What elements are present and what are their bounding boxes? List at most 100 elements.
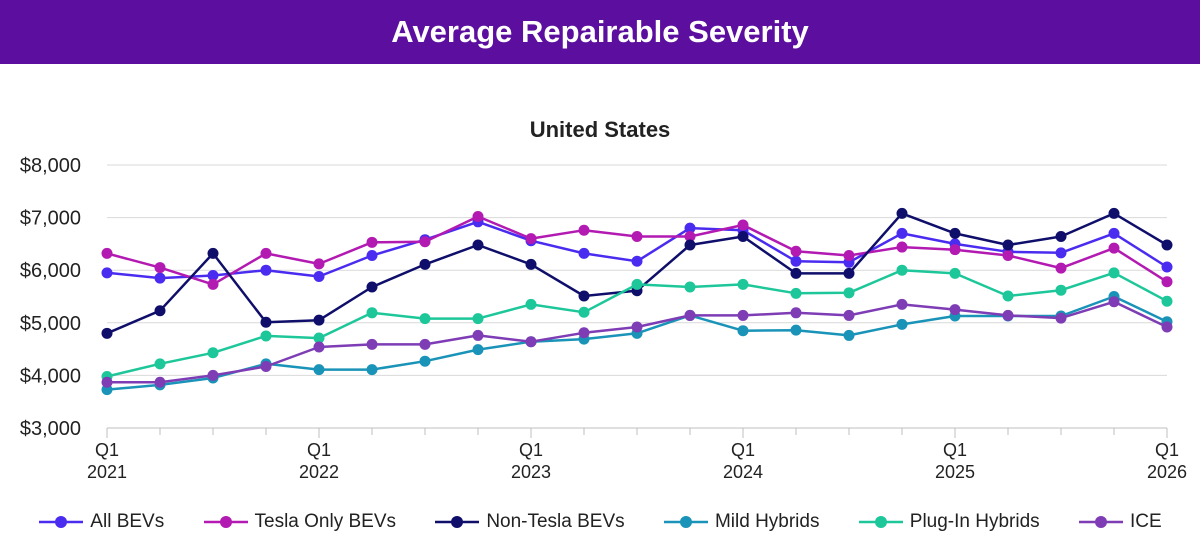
banner-title: Average Repairable Severity [391,14,809,49]
legend-swatch [435,516,480,528]
legend-label: Mild Hybrids [714,511,820,532]
data-point-mild-hybrids [790,324,802,336]
data-point-ice [154,376,166,388]
data-point-tesla-only-bevs [1161,276,1173,288]
legend-label: Plug-In Hybrids [909,511,1040,532]
data-point-mild-hybrids [313,364,325,376]
data-point-tesla-only-bevs [790,245,802,257]
data-point-all-bevs [896,227,908,239]
legend-swatch [858,516,903,528]
y-axis: $3,000 $4,000 $5,000 $6,000 $7,000 $8,000 [20,155,81,440]
data-point-tesla-only-bevs [578,224,590,236]
data-point-mild-hybrids [366,364,378,376]
data-point-ice [313,341,325,353]
data-point-tesla-only-bevs [207,278,219,290]
x-tick-label-quarter: Q1 [731,440,755,460]
legend-item-all-bevs: All BEVs [38,511,164,533]
data-point-plug-in-hybrids [1161,295,1173,307]
data-point-tesla-only-bevs [154,262,166,274]
data-point-mild-hybrids [472,344,484,356]
data-point-ice [843,309,855,321]
x-tick-label-year: 2021 [87,462,127,482]
data-point-tesla-only-bevs [737,219,749,231]
data-point-mild-hybrids [896,318,908,330]
data-point-non-tesla-bevs [366,281,378,293]
x-tick-label-quarter: Q1 [1155,440,1179,460]
data-point-tesla-only-bevs [101,247,113,259]
chart-title: United States [530,117,671,142]
data-point-all-bevs [684,222,696,234]
data-point-non-tesla-bevs [207,247,219,259]
title-banner: Average Repairable Severity [0,0,1200,64]
data-point-ice [419,338,431,350]
data-point-ice [1055,312,1067,324]
series-plug-in-hybrids [101,264,1173,382]
series-mild-hybrids [101,291,1173,396]
data-point-plug-in-hybrids [1002,290,1014,302]
data-point-plug-in-hybrids [896,264,908,276]
data-point-ice [949,304,961,316]
data-point-non-tesla-bevs [949,227,961,239]
data-point-plug-in-hybrids [313,332,325,344]
data-point-ice [896,298,908,310]
x-tick-label-year: 2024 [723,462,763,482]
data-point-all-bevs [578,247,590,259]
data-point-all-bevs [313,271,325,283]
data-point-ice [684,309,696,321]
legend-item-ice: ICE [1078,511,1162,533]
data-point-tesla-only-bevs [419,236,431,248]
data-point-all-bevs [790,255,802,267]
data-point-tesla-only-bevs [525,233,537,245]
data-point-plug-in-hybrids [790,287,802,299]
y-tick-label: $6,000 [20,260,81,282]
y-tick-label: $5,000 [20,313,81,335]
data-point-tesla-only-bevs [631,231,643,243]
legend: All BEVs Tesla Only BEVs Non-Tesla BEVs Mil… [0,507,1200,537]
data-point-non-tesla-bevs [790,267,802,279]
data-point-tesla-only-bevs [472,211,484,223]
series-tesla-only-bevs [101,211,1173,290]
data-point-tesla-only-bevs [366,236,378,248]
data-point-ice [207,369,219,381]
data-point-ice [525,336,537,348]
data-point-ice [1108,296,1120,308]
legend-label: Non-Tesla BEVs [486,511,625,532]
data-point-ice [790,307,802,319]
y-tick-label: $4,000 [20,365,81,387]
data-point-plug-in-hybrids [260,330,272,342]
data-point-non-tesla-bevs [313,314,325,326]
x-tick-label-quarter: Q1 [519,440,543,460]
data-point-mild-hybrids [843,329,855,341]
data-point-plug-in-hybrids [207,347,219,359]
data-point-plug-in-hybrids [1108,267,1120,279]
series-layer [101,207,1173,396]
data-point-plug-in-hybrids [366,307,378,319]
data-point-plug-in-hybrids [419,313,431,325]
data-point-ice [101,376,113,388]
line-chart: United States $3,000 $4,000 $5,000 $6,000 $7… [20,117,1187,482]
legend-item-non-tesla-bevs: Non-Tesla BEVs [434,511,625,533]
data-point-all-bevs [366,249,378,261]
x-tick-label-year: 2022 [299,462,339,482]
data-point-non-tesla-bevs [1002,239,1014,251]
data-point-all-bevs [154,272,166,284]
data-point-non-tesla-bevs [896,207,908,219]
series-ice [101,296,1173,388]
data-point-non-tesla-bevs [1108,207,1120,219]
data-point-tesla-only-bevs [843,249,855,261]
data-point-non-tesla-bevs [260,316,272,328]
data-point-non-tesla-bevs [419,258,431,270]
data-point-tesla-only-bevs [260,247,272,259]
legend-item-tesla-only-bevs: Tesla Only BEVs [203,511,396,533]
x-tick-label-quarter: Q1 [95,440,119,460]
data-point-mild-hybrids [737,325,749,337]
data-point-non-tesla-bevs [525,258,537,270]
legend-swatch [1078,516,1123,528]
data-point-non-tesla-bevs [1055,231,1067,243]
data-point-tesla-only-bevs [1055,262,1067,274]
y-tick-label: $8,000 [20,155,81,177]
data-point-ice [578,327,590,339]
data-point-all-bevs [260,264,272,276]
y-tick-label: $3,000 [20,418,81,440]
